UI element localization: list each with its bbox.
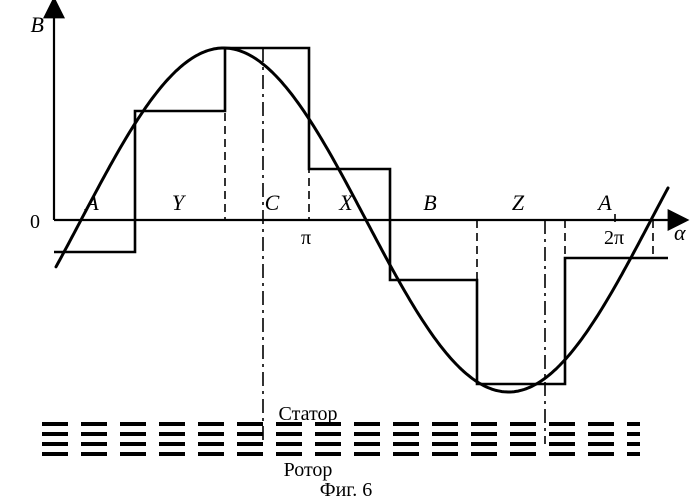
tick-label: π bbox=[301, 227, 311, 249]
slot-reference-lines bbox=[135, 48, 653, 384]
waveform-diagram: 0 Bα A Y C X B Z Aπ 2π Статор РоторФиг. 6 bbox=[0, 0, 693, 500]
axes bbox=[54, 14, 672, 220]
origin-label: 0 bbox=[30, 211, 40, 233]
slot-label: X bbox=[338, 190, 354, 215]
text-layer: 0 Bα A Y C X B Z Aπ 2π Статор РоторФиг. 6 bbox=[30, 12, 686, 500]
slot-label: B bbox=[423, 190, 436, 215]
y-axis-label: B bbox=[31, 12, 44, 37]
slot-label: Y bbox=[172, 190, 187, 215]
slot-label: C bbox=[265, 190, 280, 215]
tick-label: 2π bbox=[604, 227, 624, 249]
stator-rotor-strips bbox=[42, 424, 640, 454]
figure-caption: Фиг. 6 bbox=[320, 479, 372, 500]
stator-label: Статор bbox=[279, 403, 338, 425]
rotor-label: Ротор bbox=[284, 459, 333, 481]
slot-label: A bbox=[596, 190, 612, 215]
x-axis-label: α bbox=[674, 220, 686, 245]
slot-label: A bbox=[83, 190, 99, 215]
slot-label: Z bbox=[512, 190, 525, 215]
mmf-step-waveform bbox=[54, 48, 668, 384]
